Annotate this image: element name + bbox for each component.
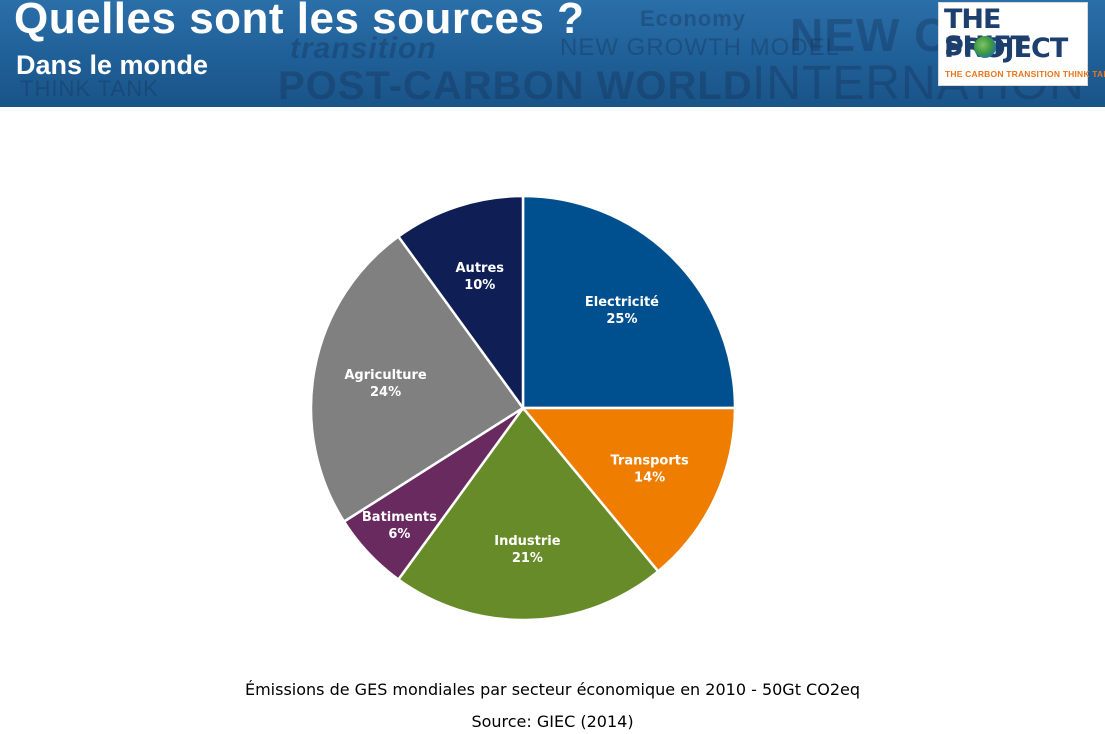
header-banner: Economy NEW GROWTH MODEL POST-CARBON WOR… — [0, 0, 1105, 107]
slice-label: Agriculture — [344, 368, 427, 383]
pie-slice-electricité — [521, 194, 737, 410]
slice-label: Electricité — [585, 295, 659, 310]
bg-word: Economy — [640, 6, 747, 31]
bg-word: THINK TANK — [20, 76, 159, 101]
globe-icon — [974, 36, 996, 58]
bg-word: NEW C — [790, 9, 949, 61]
slice-value-label: 24% — [370, 385, 401, 400]
logo-line2: PROJECT — [944, 33, 1068, 64]
bg-word: NEW GROWTH MODEL — [560, 34, 840, 61]
chart-source: Source: GIEC (2014) — [471, 712, 634, 731]
page-title: Quelles sont les sources ? — [14, 0, 585, 43]
slice-label: Transports — [610, 454, 688, 469]
slice-label: Autres — [456, 261, 505, 276]
bg-word: transition — [290, 32, 437, 65]
pie-slice-agriculture — [309, 234, 525, 524]
pie-slice-industrie — [396, 405, 660, 622]
slice-label: Batiments — [362, 510, 437, 525]
slice-value-label: 14% — [634, 471, 665, 486]
slice-label: Industrie — [494, 534, 560, 549]
pie-slice-autres — [396, 194, 525, 412]
pie-slice-transports — [520, 406, 737, 574]
shift-project-logo[interactable]: THE SHIFT PROJECT THE CARBON TRANSITION … — [938, 2, 1105, 86]
slice-value-label: 21% — [512, 551, 543, 566]
slice-value-label: 10% — [464, 278, 495, 293]
page-subtitle: Dans le monde — [16, 50, 209, 80]
slice-value-label: 25% — [606, 312, 637, 327]
chart-caption: Émissions de GES mondiales par secteur é… — [244, 680, 860, 699]
logo-tagline: THE CARBON TRANSITION THINK TANK — [945, 69, 1105, 79]
bg-word: POST-CARBON WORLD — [278, 64, 753, 107]
slice-value-label: 6% — [388, 527, 410, 542]
